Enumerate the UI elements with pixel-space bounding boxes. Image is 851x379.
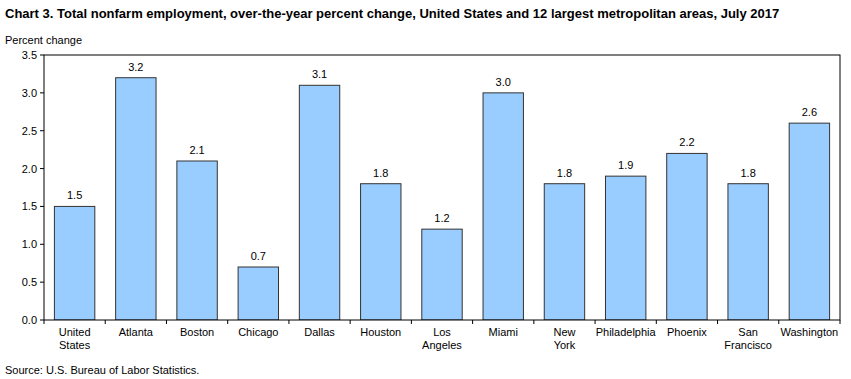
x-tick	[840, 320, 841, 324]
x-tick-label-line: Dallas	[304, 326, 335, 338]
bar	[177, 161, 217, 320]
y-tick-label: 0.0	[22, 314, 37, 326]
bar	[422, 229, 462, 320]
x-tick-label: Washington	[781, 326, 839, 338]
page: {"chart_data": {"type": "bar", "title": …	[0, 0, 851, 379]
y-tick	[40, 130, 44, 131]
x-tick-label-line: Los	[433, 326, 451, 338]
x-tick-label-line: Boston	[180, 326, 214, 338]
x-tick	[166, 320, 167, 324]
bar	[116, 78, 156, 320]
x-tick	[350, 320, 351, 324]
data-label: 1.8	[741, 167, 756, 179]
y-tick	[40, 244, 44, 245]
data-label: 1.2	[434, 212, 449, 224]
y-tick-label: 3.5	[22, 49, 37, 61]
bar	[605, 176, 645, 320]
data-label: 2.6	[802, 106, 817, 118]
x-tick	[288, 320, 289, 324]
data-label: 1.9	[618, 159, 633, 171]
y-axis-label: Percent change	[5, 34, 82, 46]
data-label: 3.0	[496, 76, 511, 88]
x-tick	[44, 320, 45, 324]
y-tick	[40, 206, 44, 207]
bar	[361, 184, 401, 320]
x-tick-label: Boston	[180, 326, 214, 338]
x-tick-label: LosAngeles	[422, 326, 462, 351]
x-tick-label: Houston	[360, 326, 401, 338]
y-tick	[40, 92, 44, 93]
data-label: 3.1	[312, 68, 327, 80]
x-tick-label: Philadelphia	[596, 326, 657, 338]
y-tick	[40, 282, 44, 283]
y-tick-label: 1.5	[22, 200, 37, 212]
y-tick-label: 0.5	[22, 276, 37, 288]
x-tick	[411, 320, 412, 324]
y-tick	[40, 55, 44, 56]
x-tick	[227, 320, 228, 324]
bar	[789, 123, 829, 320]
chart: Chart 3. Total nonfarm employment, over-…	[0, 0, 851, 379]
x-tick-label-line: Miami	[489, 326, 518, 338]
x-tick-label-line: Phoenix	[667, 326, 707, 338]
data-label: 0.7	[251, 250, 266, 262]
title: Chart 3. Total nonfarm employment, over-…	[5, 6, 779, 21]
x-tick-label-line: Philadelphia	[596, 326, 657, 338]
x-tick	[533, 320, 534, 324]
x-tick-label: SanFrancisco	[724, 326, 772, 351]
plot-frame	[44, 55, 840, 320]
bar	[54, 206, 94, 320]
x-tick	[778, 320, 779, 324]
data-label: 1.5	[67, 189, 82, 201]
x-tick-label-line: Francisco	[724, 339, 772, 351]
x-tick-label-line: Angeles	[422, 339, 462, 351]
x-tick-label: Dallas	[304, 326, 335, 338]
x-tick-label: Miami	[489, 326, 518, 338]
y-tick	[40, 320, 44, 321]
y-tick-label: 2.5	[22, 125, 37, 137]
x-tick	[472, 320, 473, 324]
bars	[54, 78, 829, 320]
x-tick-label: Phoenix	[667, 326, 707, 338]
data-label: 1.8	[557, 167, 572, 179]
source: Source: U.S. Bureau of Labor Statistics.	[5, 364, 199, 376]
data-label: 2.1	[189, 144, 204, 156]
y-tick-label: 1.0	[22, 238, 37, 250]
x-tick-label: Atlanta	[119, 326, 154, 338]
bar	[483, 93, 523, 320]
y-tick-label: 2.0	[22, 163, 37, 175]
bar	[544, 184, 584, 320]
bar	[238, 267, 278, 320]
x-tick-label-line: Chicago	[238, 326, 278, 338]
x-tick-label-line: New	[553, 326, 575, 338]
x-tick-label-line: Houston	[360, 326, 401, 338]
data-label: 1.8	[373, 167, 388, 179]
x-tick-label-line: San	[738, 326, 758, 338]
x-tick-label-line: Washington	[781, 326, 839, 338]
bar	[728, 184, 768, 320]
x-tick-label: UnitedStates	[59, 326, 91, 351]
x-tick-label: NewYork	[553, 326, 575, 351]
bar	[667, 153, 707, 320]
x-tick	[656, 320, 657, 324]
data-label: 3.2	[128, 61, 143, 73]
y-tick-label: 3.0	[22, 87, 37, 99]
x-tick-label-line: United	[59, 326, 91, 338]
x-tick-label-line: York	[554, 339, 576, 351]
data-label: 2.2	[679, 136, 694, 148]
x-tick	[595, 320, 596, 324]
x-tick	[105, 320, 106, 324]
x-tick-label-line: Atlanta	[119, 326, 154, 338]
x-tick-label-line: States	[59, 339, 91, 351]
bar	[299, 85, 339, 320]
y-tick	[40, 168, 44, 169]
x-tick	[717, 320, 718, 324]
x-tick-label: Chicago	[238, 326, 278, 338]
